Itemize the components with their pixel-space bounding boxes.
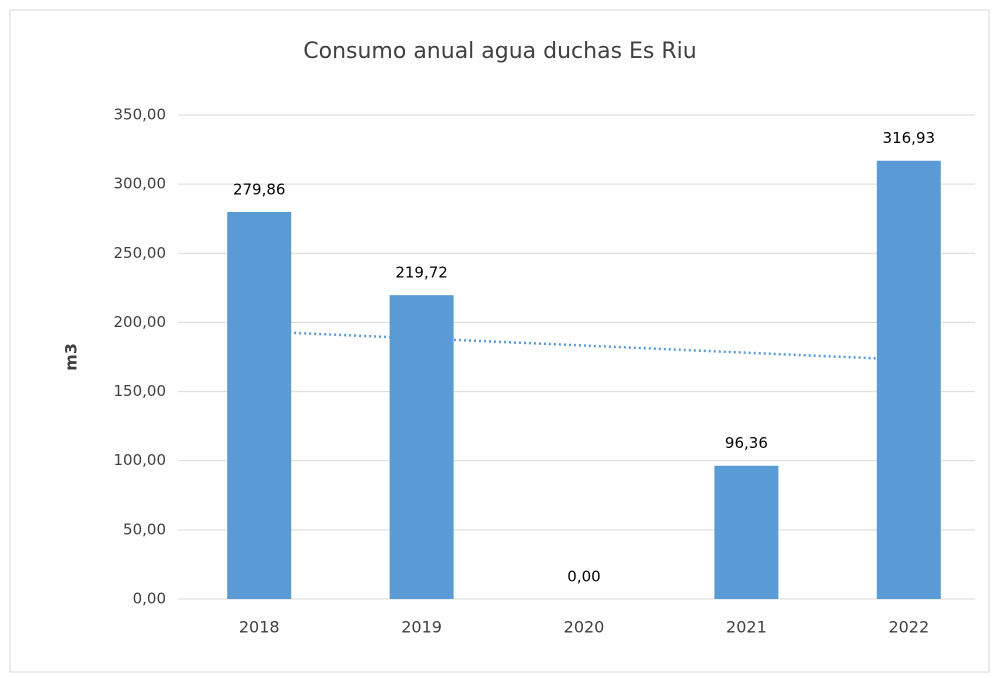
value-label: 279,86	[233, 180, 286, 198]
y-tick-label: 350,00	[114, 106, 167, 124]
x-tick-label: 2022	[888, 618, 929, 637]
y-tick-label: 200,00	[114, 313, 167, 331]
y-tick-label: 300,00	[114, 175, 167, 193]
chart-title: Consumo anual agua duchas Es Riu	[303, 39, 696, 64]
trendline	[259, 330, 909, 362]
value-label: 96,36	[725, 434, 768, 452]
bar	[227, 211, 292, 600]
bar	[876, 160, 941, 599]
x-tick-label: 2018	[239, 618, 280, 637]
value-label: 316,93	[883, 129, 936, 147]
x-tick-label: 2020	[564, 618, 605, 637]
y-tick-label: 50,00	[123, 520, 166, 538]
bar	[714, 465, 779, 599]
x-tick-label: 2019	[401, 618, 442, 637]
value-label: 0,00	[567, 568, 600, 586]
y-tick-label: 250,00	[114, 244, 167, 262]
y-tick-label: 100,00	[114, 451, 167, 469]
y-tick-label: 150,00	[114, 382, 167, 400]
x-tick-label: 2021	[726, 618, 767, 637]
y-axis-label: m3	[62, 343, 81, 371]
value-label: 219,72	[395, 264, 448, 282]
y-tick-label: 0,00	[133, 590, 166, 608]
bar	[389, 295, 454, 599]
